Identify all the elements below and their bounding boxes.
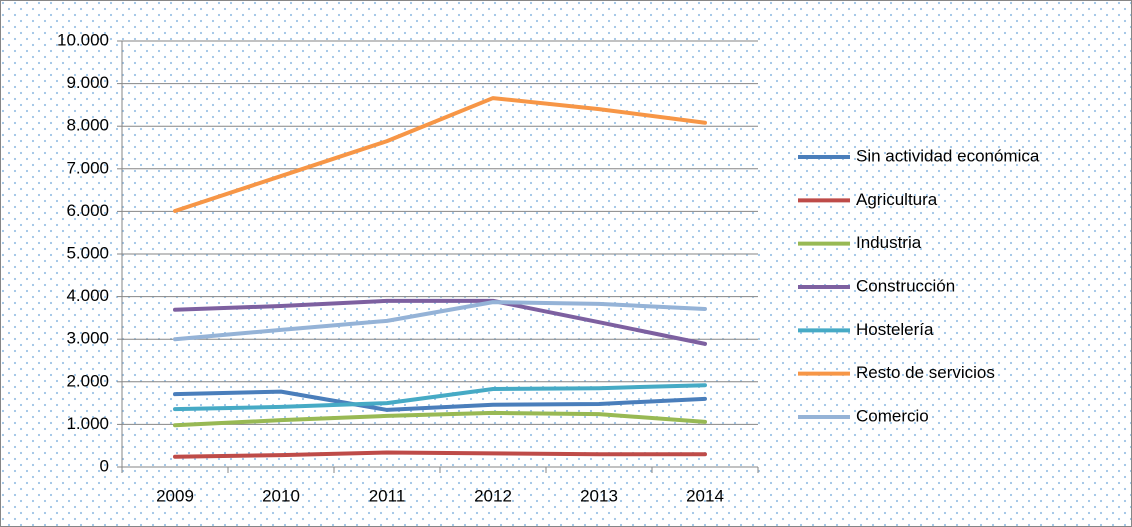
x-tick-label: 2014 [686, 486, 724, 505]
x-tick-label: 2013 [580, 486, 618, 505]
y-tick-label: 6.000 [66, 201, 109, 220]
legend-label: Resto de servicios [856, 363, 995, 382]
series-lines [173, 96, 707, 459]
series-line [173, 96, 707, 213]
series-line [173, 298, 707, 346]
y-tick-label: 9.000 [66, 73, 109, 92]
legend-label: Sin actividad económica [856, 146, 1040, 165]
y-tick-label: 0 [100, 456, 109, 475]
y-tick-label: 10.000 [57, 30, 109, 49]
legend-label: Construcción [856, 276, 955, 295]
series-line [173, 383, 707, 412]
axes: 0 1.000 2.000 3.000 4.000 5.000 6.000 7.000 8.00… [57, 30, 759, 505]
x-tick-label: 2009 [156, 486, 194, 505]
series-line [173, 450, 707, 459]
x-tick-label: 2012 [474, 486, 512, 505]
y-tick-label: 7.000 [66, 158, 109, 177]
y-tick-label: 5.000 [66, 243, 109, 262]
series-line [173, 410, 707, 428]
y-tick-label: 8.000 [66, 116, 109, 135]
y-tick-label: 4.000 [66, 286, 109, 305]
x-tick-label: 2010 [262, 486, 300, 505]
legend-label: Comercio [856, 406, 929, 425]
legend: Sin actividad económica Agricultura Indust… [798, 146, 1040, 425]
x-tick-label: 2011 [369, 486, 406, 505]
y-tick-label: 3.000 [66, 329, 109, 348]
series-line [173, 300, 707, 342]
legend-label: Agricultura [856, 190, 938, 209]
legend-label: Hostelería [856, 320, 934, 339]
series-line [173, 389, 707, 412]
y-tick-label: 2.000 [66, 371, 109, 390]
y-tick-label: 1.000 [66, 414, 109, 433]
legend-label: Industria [856, 233, 922, 252]
